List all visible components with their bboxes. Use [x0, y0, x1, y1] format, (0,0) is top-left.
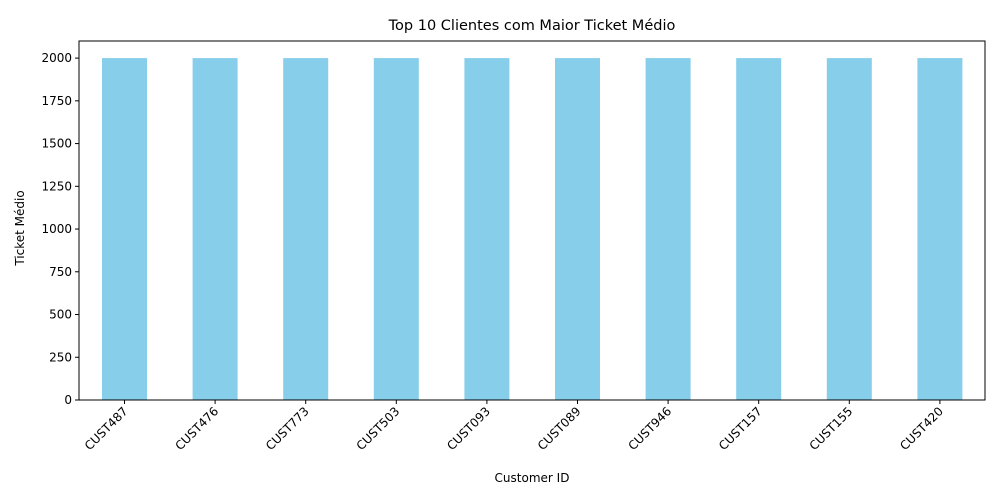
y-axis-label: Ticket Médio: [13, 190, 27, 266]
x-tick-label: CUST155: [807, 404, 856, 453]
x-tick-label: CUST476: [172, 404, 221, 453]
x-tick-label: CUST420: [897, 404, 946, 453]
bar-cust155: [826, 58, 872, 400]
x-tick-label: CUST089: [535, 404, 584, 453]
y-tick-label: 1500: [41, 137, 72, 151]
y-tick-label: 0: [64, 393, 72, 407]
y-tick-label: 1750: [41, 94, 72, 108]
x-tick-label: CUST946: [625, 404, 674, 453]
bar-cust946: [645, 58, 691, 400]
plot-frame: [78, 40, 986, 401]
bar-cust476: [192, 58, 238, 400]
bars: [102, 58, 963, 400]
bar-cust089: [555, 58, 600, 400]
y-tick-label: 500: [49, 308, 72, 322]
x-tick-label: CUST157: [716, 404, 765, 453]
y-axis: 0 250 500 750 1000 1250 1500 1750 2000: [41, 51, 79, 407]
x-tick-label: CUST093: [444, 404, 493, 453]
bar-cust157: [736, 58, 782, 400]
x-tick-label: CUST773: [263, 404, 312, 453]
bar-cust420: [917, 58, 963, 400]
bar-cust093: [464, 58, 510, 400]
bar-cust773: [283, 58, 329, 400]
bar-cust503: [373, 58, 419, 400]
y-tick-label: 750: [49, 265, 72, 279]
chart-title: Top 10 Clientes com Maior Ticket Médio: [388, 18, 676, 34]
y-tick-label: 2000: [41, 51, 72, 65]
x-tick-label: CUST503: [354, 404, 403, 453]
y-tick-label: 250: [49, 350, 72, 364]
x-tick-label: CUST487: [82, 404, 131, 453]
y-tick-label: 1000: [41, 222, 72, 236]
x-axis-label: Customer ID: [495, 471, 570, 485]
x-axis: CUST487 CUST476 CUST773 CUST503 CUST093 CUST0…: [82, 400, 946, 453]
y-tick-label: 1250: [41, 179, 72, 193]
bar-cust487: [102, 58, 147, 400]
